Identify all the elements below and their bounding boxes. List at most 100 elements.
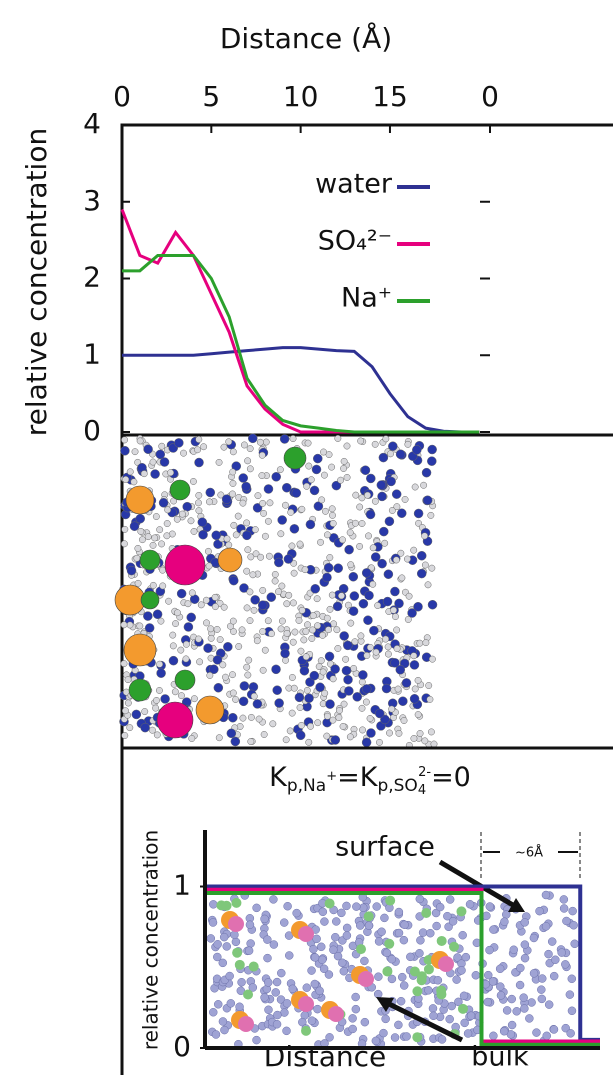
atom (407, 608, 417, 618)
legend-label: Na⁺ (341, 283, 392, 314)
particle (551, 955, 560, 965)
ion (174, 669, 196, 691)
particle (525, 1014, 534, 1023)
particle (567, 1006, 577, 1016)
ion (195, 695, 225, 725)
atom (205, 487, 216, 498)
particle (435, 902, 445, 912)
atom (361, 684, 372, 694)
atom (248, 433, 258, 444)
atom (182, 655, 190, 663)
atom (126, 565, 137, 576)
atom (404, 616, 412, 623)
title-part: =0 (431, 762, 471, 793)
atom (346, 733, 354, 741)
atom (315, 682, 325, 692)
atom (285, 591, 293, 599)
particle (348, 1024, 357, 1034)
atom (243, 519, 251, 527)
x-tick-label: 5 (202, 80, 220, 113)
atom (241, 481, 251, 492)
atom (195, 491, 203, 499)
atom (186, 612, 196, 623)
atom (390, 606, 398, 614)
atom (198, 529, 208, 540)
particle (471, 971, 481, 980)
atom (238, 473, 248, 483)
atom (271, 577, 279, 585)
atom (247, 713, 255, 721)
particle (325, 1033, 334, 1042)
particle (209, 900, 218, 909)
atom (277, 625, 285, 633)
particle (244, 946, 254, 955)
atom (263, 484, 274, 494)
atom (155, 449, 166, 460)
atom (229, 479, 237, 487)
particle (342, 901, 351, 911)
particle (394, 928, 404, 938)
atom (239, 714, 247, 722)
atom (397, 508, 407, 518)
atom (411, 685, 419, 693)
atom (164, 506, 172, 514)
atom (425, 682, 433, 689)
atom (352, 491, 360, 499)
y-tick-label: 0 (83, 414, 101, 447)
atom (410, 546, 418, 554)
particle (380, 913, 389, 923)
particle (418, 928, 428, 937)
atom (394, 598, 404, 609)
particle (426, 928, 435, 938)
particle (382, 966, 393, 977)
particle (331, 932, 340, 942)
particle (319, 964, 329, 974)
atom (261, 646, 269, 654)
atom (121, 707, 129, 715)
particle (263, 953, 272, 963)
particle (379, 1028, 388, 1038)
x-axis-label: Distance (Å) (220, 21, 392, 55)
ion (358, 971, 374, 987)
particle (428, 1004, 438, 1013)
particle (466, 1011, 476, 1020)
atom (409, 660, 420, 670)
particle (277, 968, 286, 978)
atom (256, 438, 264, 446)
atom (222, 673, 229, 681)
atom (393, 503, 401, 511)
atom (138, 536, 146, 544)
atom (258, 472, 266, 480)
particle (351, 992, 360, 1002)
particle (351, 1004, 361, 1014)
particle (269, 940, 279, 949)
atom (216, 636, 224, 644)
atom (133, 554, 141, 562)
atom (336, 706, 343, 714)
atom (153, 696, 160, 704)
ion (128, 678, 152, 702)
atom (183, 622, 194, 632)
atom (252, 550, 260, 558)
atom (283, 629, 291, 637)
atom (231, 461, 242, 471)
atom (317, 657, 325, 665)
atom (311, 464, 322, 475)
particle (542, 1031, 551, 1041)
particle (309, 944, 318, 954)
particle (565, 990, 575, 999)
atom (339, 536, 346, 544)
particle (279, 918, 289, 927)
atom (314, 622, 321, 630)
atom (358, 494, 366, 502)
atom (257, 600, 268, 610)
particle (272, 977, 282, 987)
atom (190, 695, 198, 703)
atom (382, 596, 393, 607)
atom (320, 471, 328, 479)
particle (260, 993, 269, 1002)
atom (335, 714, 343, 722)
particle (324, 970, 334, 979)
particle (559, 904, 569, 913)
atom (134, 544, 142, 552)
